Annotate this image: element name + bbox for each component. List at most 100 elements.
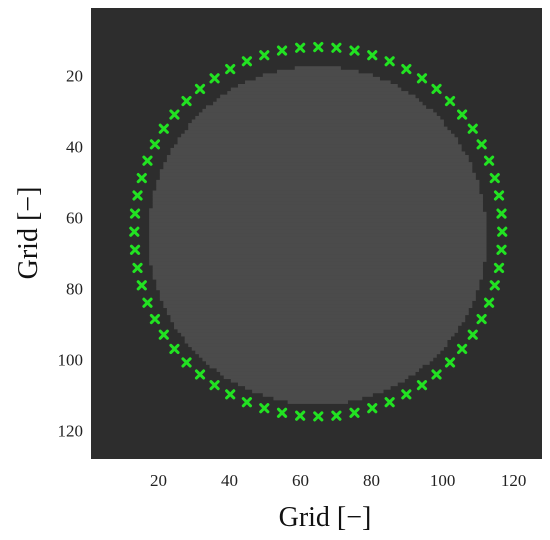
disk-row	[166, 155, 469, 159]
data-point-marker	[456, 109, 468, 120]
disk-row	[202, 108, 434, 113]
data-point-marker	[181, 95, 192, 107]
x-tick-label: 20	[150, 471, 167, 490]
data-point-marker	[129, 244, 141, 255]
disk-row	[149, 218, 487, 223]
disk-row	[149, 233, 487, 237]
data-point-marker	[158, 329, 169, 340]
disk-row	[170, 314, 466, 319]
disk-row	[149, 261, 483, 266]
data-point-marker	[483, 155, 495, 166]
disk-row	[216, 98, 420, 103]
data-point-marker	[444, 95, 456, 107]
disk-row	[237, 83, 398, 88]
data-point-marker	[431, 83, 442, 95]
disk-row	[202, 357, 434, 362]
y-tick-label: 40	[66, 137, 83, 156]
x-tick-label: 60	[292, 471, 309, 490]
disk-row	[170, 147, 462, 152]
disk-row	[188, 343, 448, 348]
data-point-marker	[241, 397, 252, 408]
disk-row	[149, 243, 487, 248]
data-point-marker	[313, 41, 324, 53]
data-point-marker	[444, 357, 456, 368]
data-point-marker	[132, 190, 143, 201]
disk-row	[170, 151, 466, 156]
disk-row	[159, 293, 476, 298]
disk-row	[213, 101, 423, 106]
data-point-marker	[209, 73, 220, 84]
disk-row	[237, 382, 398, 387]
disk-row	[149, 208, 483, 213]
disk-row	[230, 87, 402, 92]
disk-row	[177, 137, 459, 142]
disk-row	[209, 364, 423, 369]
data-point-marker	[259, 50, 270, 61]
data-point-marker	[367, 403, 378, 414]
disk-row	[227, 91, 409, 95]
disk-row	[184, 336, 451, 340]
disk-row	[294, 66, 341, 71]
data-point-marker	[384, 56, 395, 67]
data-point-marker	[483, 297, 495, 308]
disk-row	[205, 105, 427, 110]
disk-row	[159, 169, 473, 174]
disk-row	[273, 396, 363, 401]
data-point-marker	[295, 410, 306, 421]
x-tick-label: 100	[430, 471, 456, 490]
disk-row	[205, 360, 430, 365]
data-point-marker	[276, 407, 288, 418]
data-point-marker	[416, 380, 428, 391]
data-point-marker	[497, 226, 508, 237]
data-point-marker	[129, 226, 140, 237]
disk-row	[149, 236, 487, 241]
disk-row	[163, 304, 473, 309]
disk-row	[262, 392, 373, 397]
disk-row	[198, 112, 437, 117]
data-point-marker	[241, 56, 252, 67]
data-point-marker	[169, 343, 180, 355]
disk-row	[252, 389, 384, 394]
disk-row	[149, 222, 487, 227]
y-tick-label: 120	[58, 422, 84, 441]
disk-row	[152, 190, 480, 195]
disk-row	[159, 172, 476, 177]
data-point-marker	[225, 63, 236, 75]
data-point-marker	[209, 380, 220, 391]
disk-row	[262, 73, 373, 78]
disk-row	[195, 350, 441, 355]
disk-row	[184, 130, 451, 135]
data-point-marker	[384, 397, 395, 408]
data-point-marker	[181, 357, 192, 368]
data-point-marker	[194, 83, 206, 95]
disk-row	[188, 123, 444, 127]
disk-row	[245, 80, 391, 85]
disk-row	[245, 385, 391, 390]
disk-row	[166, 158, 469, 163]
x-axis-label: Grid [−]	[279, 502, 372, 533]
disk-row	[152, 204, 483, 209]
disk-row	[216, 368, 420, 372]
data-point-marker	[467, 329, 478, 340]
disk-row	[220, 94, 416, 99]
disk-row	[149, 254, 487, 259]
disk-row	[149, 258, 487, 262]
data-point-marker	[259, 403, 270, 414]
disk-row	[149, 211, 487, 216]
disk-row	[163, 300, 473, 305]
disk-row	[188, 126, 448, 131]
disk-row	[156, 179, 480, 184]
disk-row	[230, 378, 405, 383]
data-point-marker	[367, 50, 378, 61]
disk-row	[152, 265, 483, 269]
disk-row	[184, 339, 448, 344]
disk-row	[177, 329, 459, 333]
data-point-marker	[489, 173, 500, 184]
data-point-marker	[493, 262, 505, 274]
data-point-marker	[416, 73, 428, 84]
disk-row	[152, 268, 483, 273]
data-point-marker	[136, 173, 147, 184]
y-tick-label: 80	[66, 280, 83, 299]
disk-row	[166, 307, 469, 312]
